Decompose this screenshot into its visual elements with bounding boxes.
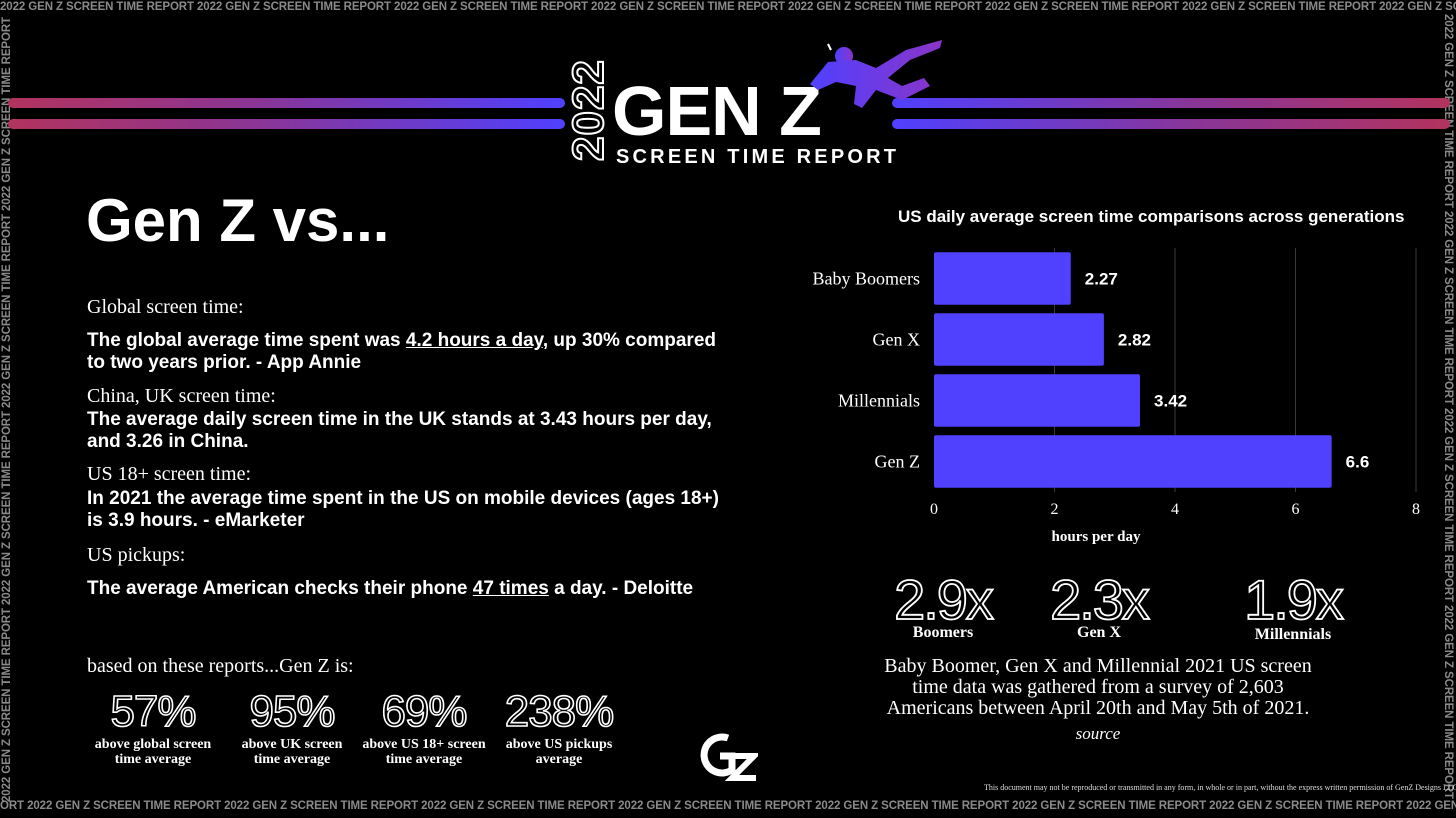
stat-label-global: Global screen time: [87, 296, 244, 318]
stat-text: a day. - Deloitte [548, 578, 694, 599]
stat-body-global: The global average time spent was 4.2 ho… [87, 330, 727, 373]
header-title: GEN Z [612, 72, 822, 150]
skydiver-icon [810, 40, 942, 108]
multiplier-value-boomers: 2.9x [893, 568, 995, 631]
frame-text-right: 2022 GEN Z SCREEN TIME REPORT 2022 GEN Z… [1442, 14, 1454, 802]
multiplier-label-genx: Gen X [1077, 624, 1121, 641]
bar [934, 252, 1071, 305]
x-tick-label: 4 [1171, 501, 1179, 518]
header-subtitle: SCREEN TIME REPORT [616, 146, 900, 168]
stat-text: The average American checks their phone [87, 578, 473, 599]
header-stripe-left-lower [8, 119, 565, 129]
bar [934, 435, 1332, 488]
comparison-value-us-18: 69% [381, 687, 469, 736]
stat-body-us-18: In 2021 the average time spent in the US… [87, 488, 727, 531]
survey-note: Baby Boomer, Gen X and Millennial 2021 U… [884, 655, 1312, 719]
multiplier-value-genx: 2.3x [1049, 568, 1151, 631]
stat-text: In 2021 the average time spent in the US… [87, 488, 719, 531]
frame-text-bottom: ORT 2022 GEN Z SCREEN TIME REPORT 2022 G… [0, 800, 1456, 812]
stat-highlight: 47 times [472, 578, 549, 599]
header-stripe-left-upper [8, 98, 565, 108]
x-axis-label: hours per day [1052, 529, 1141, 545]
multiplier-label-millennials: Millennials [1254, 626, 1332, 643]
header-stripe-right-upper [892, 98, 1450, 108]
comparison-caption-pickups: above US pickups average [505, 737, 613, 767]
multiplier-value-millennials: 1.9x [1243, 568, 1345, 631]
data-label: 2.82 [1118, 331, 1151, 350]
x-tick-label: 8 [1412, 501, 1420, 518]
stat-highlight: 4.2 hours a day [405, 330, 543, 351]
comparison-caption-us-18: above US 18+ screen time average [362, 737, 486, 767]
source-link[interactable]: source [1075, 724, 1121, 743]
chart-title: US daily average screen time comparisons… [898, 207, 1405, 226]
category-label: Millennials [838, 391, 920, 411]
stat-label-us-pickups: US pickups: [87, 544, 186, 566]
comparison-value-global: 57% [110, 687, 198, 736]
stat-label-us-18: US 18+ screen time: [87, 463, 252, 485]
section-title: Gen Z vs... [86, 187, 390, 254]
frame-text-left: 2022 GEN Z SCREEN TIME REPORT 2022 GEN Z… [1, 14, 13, 802]
header-year: 2022 [563, 58, 614, 162]
copyright-notice: This document may not be reproduced or t… [984, 783, 1456, 792]
frame-text-top: 2022 GEN Z SCREEN TIME REPORT 2022 GEN Z… [0, 1, 1456, 13]
bar-chart: 0 2 4 6 8 Baby Boomers 2.27 Gen X 2.82 Millennial… [813, 248, 1420, 545]
stat-text: The global average time spent was [87, 330, 406, 351]
stat-label-china-uk: China, UK screen time: [87, 385, 276, 407]
bar [934, 374, 1141, 427]
stat-text: , up 30% compared to two years prior. - … [87, 330, 716, 373]
category-label: Gen Z [875, 452, 920, 472]
header-stripe-right-lower [892, 119, 1450, 129]
category-label: Gen X [873, 330, 921, 350]
x-tick-label: 0 [930, 501, 938, 518]
comparison-caption-global: above global screen time average [94, 737, 212, 767]
multiplier-label-boomers: Boomers [912, 624, 974, 641]
data-label: 2.27 [1085, 270, 1118, 289]
gz-logo-icon [700, 733, 758, 781]
comparison-intro: based on these reports...Gen Z is: [87, 655, 354, 677]
data-label: 3.42 [1154, 392, 1187, 411]
stat-body-us-pickups: The average American checks their phone … [87, 578, 727, 600]
x-tick-label: 6 [1292, 501, 1300, 518]
bar [934, 313, 1104, 366]
stat-text: The average daily screen time in the UK … [87, 409, 712, 452]
comparison-value-uk: 95% [249, 687, 337, 736]
comparison-caption-uk: above UK screen time average [241, 737, 343, 767]
x-tick-label: 2 [1051, 501, 1059, 518]
comparison-value-pickups: 238% [504, 687, 615, 736]
category-label: Baby Boomers [813, 269, 921, 289]
data-label: 6.6 [1346, 453, 1370, 472]
stat-body-china-uk: The average daily screen time in the UK … [87, 409, 727, 452]
